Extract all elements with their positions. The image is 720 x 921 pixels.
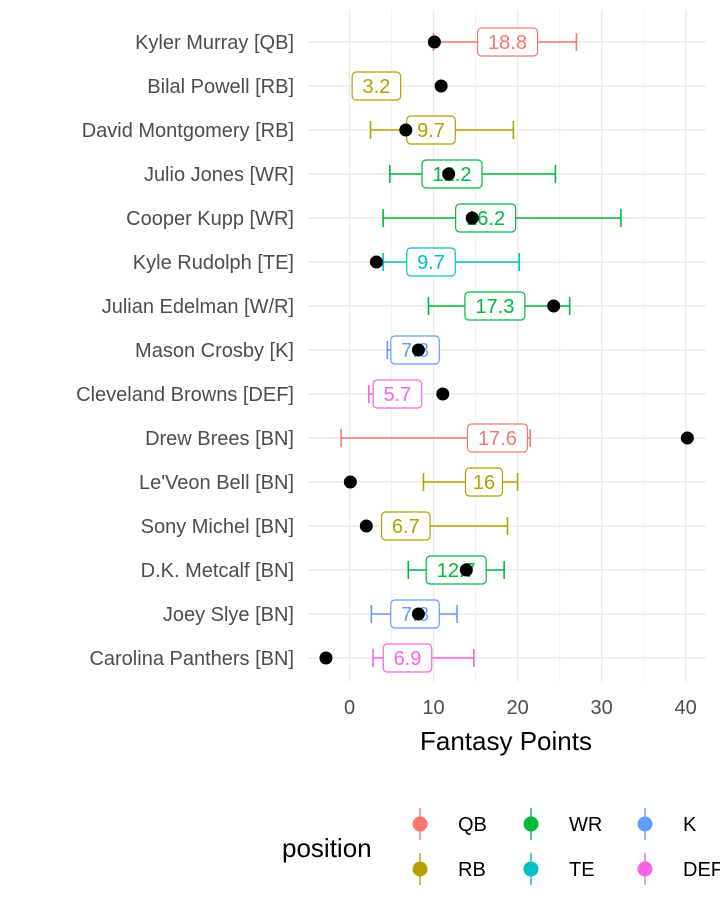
actual-point <box>411 607 425 621</box>
y-tick-label: Julio Jones [WR] <box>144 164 294 186</box>
x-axis-title: Fantasy Points <box>420 726 592 756</box>
x-tick-label: 20 <box>506 697 528 719</box>
actual-point <box>680 431 694 445</box>
projection-labels: 18.83.29.712.216.29.717.37.85.717.6166.7… <box>351 27 539 673</box>
y-axis-tick-labels: Kyler Murray [QB] Bilal Powell [RB] David … <box>76 32 294 670</box>
y-tick-label: Julian Edelman [W/R] <box>102 296 294 318</box>
legend-label: WR <box>569 814 602 836</box>
y-tick-label: Sony Michel [BN] <box>141 516 294 538</box>
actual-point <box>465 211 479 225</box>
svg-text:16: 16 <box>473 472 495 494</box>
legend-title: position <box>282 833 372 863</box>
legend-label: QB <box>458 814 487 836</box>
y-tick-label: Kyle Rudolph [TE] <box>133 252 294 274</box>
y-tick-label: Kyler Murray [QB] <box>135 32 294 54</box>
y-tick-label: David Montgomery [RB] <box>82 120 294 142</box>
legend-label: TE <box>569 859 595 881</box>
svg-text:9.7: 9.7 <box>417 252 445 274</box>
actual-point <box>369 255 383 269</box>
projection-label: 18.8 <box>476 27 539 57</box>
legend-key-point <box>637 861 653 877</box>
projection-label: 6.7 <box>380 511 431 541</box>
grid <box>308 10 706 682</box>
actual-point <box>399 123 413 137</box>
projection-label: 5.7 <box>372 379 423 409</box>
actual-point <box>547 299 561 313</box>
legend-label: RB <box>458 859 486 881</box>
projection-label: 12.7 <box>425 555 487 585</box>
svg-text:18.8: 18.8 <box>488 32 527 54</box>
svg-text:17.3: 17.3 <box>475 296 514 318</box>
y-tick-label: Joey Slye [BN] <box>163 604 294 626</box>
actual-point <box>343 475 357 489</box>
projection-label: 9.7 <box>406 247 456 277</box>
projection-label: 17.3 <box>464 291 526 321</box>
legend-entry: WR <box>523 808 602 840</box>
legend-entry: QB <box>412 808 487 840</box>
y-tick-label: Le'Veon Bell [BN] <box>139 472 294 494</box>
legend-key-point <box>412 861 428 877</box>
actual-point <box>436 387 450 401</box>
legend-label: K <box>683 814 697 836</box>
svg-text:5.7: 5.7 <box>383 384 411 406</box>
legend-entry: DEF <box>637 853 720 885</box>
actual-point <box>427 35 441 49</box>
legend-entry: K <box>637 808 697 840</box>
projection-label: 16 <box>464 467 504 497</box>
actual-point <box>359 519 373 533</box>
y-tick-label: Cooper Kupp [WR] <box>126 208 294 230</box>
legend-key-point <box>637 816 653 832</box>
actual-point <box>442 167 456 181</box>
legend-entry: RB <box>412 853 486 885</box>
svg-text:9.7: 9.7 <box>417 120 445 142</box>
y-tick-label: Bilal Powell [RB] <box>147 76 294 98</box>
y-tick-label: Drew Brees [BN] <box>145 428 294 450</box>
x-tick-label: 30 <box>590 697 612 719</box>
legend-label: DEF <box>683 859 720 881</box>
x-tick-label: 10 <box>422 697 444 719</box>
actual-point <box>434 79 448 93</box>
actual-point <box>411 343 425 357</box>
legend-entry: TE <box>523 853 595 885</box>
actual-points <box>319 35 694 665</box>
x-tick-label: 40 <box>675 697 697 719</box>
svg-text:17.6: 17.6 <box>478 428 517 450</box>
y-tick-label: Cleveland Browns [DEF] <box>76 384 294 406</box>
projection-label: 9.7 <box>406 115 456 145</box>
x-tick-label: 0 <box>344 697 355 719</box>
svg-text:6.7: 6.7 <box>392 516 420 538</box>
projection-label: 17.6 <box>466 423 529 453</box>
y-tick-label: D.K. Metcalf [BN] <box>141 560 294 582</box>
svg-text:6.9: 6.9 <box>394 648 422 670</box>
legend-key-point <box>523 861 539 877</box>
projection-label: 16.2 <box>455 203 517 233</box>
y-tick-label: Mason Crosby [K] <box>135 340 294 362</box>
legend: position QB RB WR TE K DEF <box>282 808 720 885</box>
x-axis-tick-labels: 0 10 20 30 40 <box>344 697 697 719</box>
actual-point <box>319 651 333 665</box>
actual-point <box>459 563 473 577</box>
projection-label: 6.9 <box>382 643 433 673</box>
legend-key-point <box>412 816 428 832</box>
legend-key-point <box>523 816 539 832</box>
projection-label: 3.2 <box>351 71 402 101</box>
y-tick-label: Carolina Panthers [BN] <box>89 648 294 670</box>
svg-text:3.2: 3.2 <box>362 76 390 98</box>
